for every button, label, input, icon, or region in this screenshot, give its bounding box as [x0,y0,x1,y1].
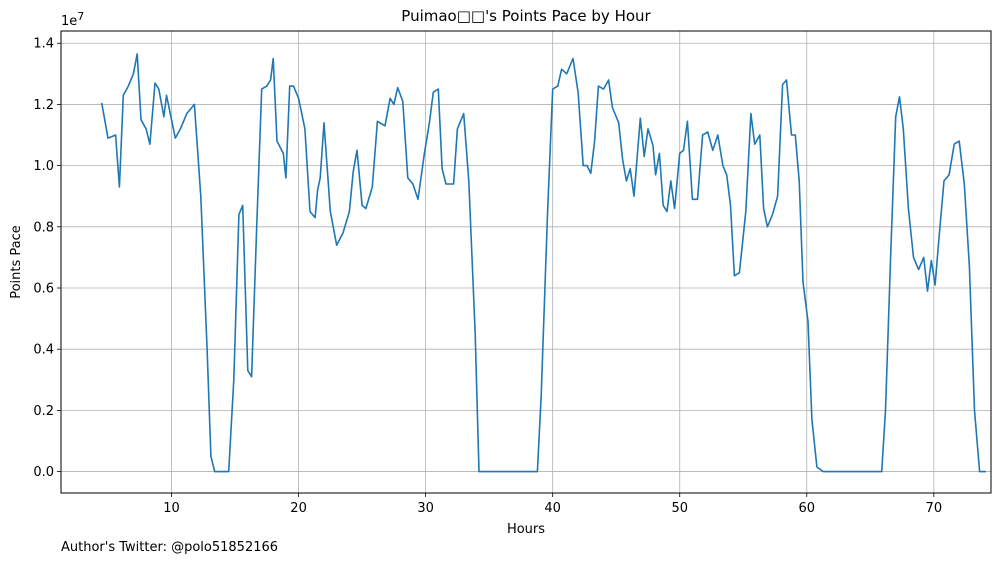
offset-exponent: 7 [77,10,84,23]
y-tick-label: 1.4 [33,37,54,52]
x-axis-label: Hours [507,522,545,537]
x-tick-label: 10 [163,501,180,516]
x-tick-label: 20 [290,501,307,516]
plot-frame [60,30,992,494]
y-tick-label: 1.2 [33,98,54,113]
x-tick-label: 30 [417,501,434,516]
x-tick-label: 50 [671,501,688,516]
author-footnote: Author's Twitter: @polo51852166 [61,540,278,555]
y-tick-label: 0.0 [33,465,54,480]
series-line-layer [100,53,986,473]
y-tick-label: 0.8 [33,220,54,235]
offset-base: 1e [61,14,77,29]
chart-title: Puimao□□'s Points Pace by Hour [401,7,651,25]
grid-lines [61,31,991,493]
y-tick-label: 1.0 [33,159,54,174]
points-pace-series-line [100,53,986,473]
x-tick-label: 40 [544,501,561,516]
axis-ticks: 10 20 30 40 50 60 70 0.0 0.2 0.4 0.6 0.8 1.0 1.2 1.4 [33,37,942,516]
y-tick-label: 0.4 [33,343,54,358]
x-tick-label: 60 [799,501,816,516]
y-axis-label: Points Pace [9,225,24,299]
y-tick-label: 0.2 [33,404,54,419]
x-tick-label: 70 [926,501,943,516]
y-axis-offset-text: 1e7 [61,10,84,29]
y-tick-label: 0.6 [33,282,54,297]
